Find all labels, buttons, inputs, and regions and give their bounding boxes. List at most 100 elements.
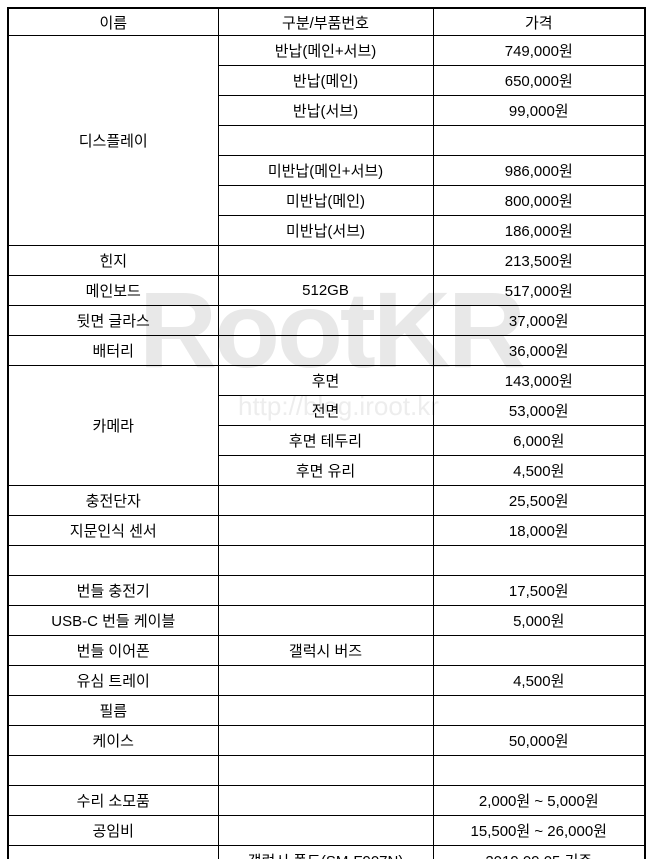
table-cell: 카메라 [7,365,219,486]
table-row: 미반납(메인+서브) 986,000원 [8,155,646,186]
table-cell [217,125,434,156]
table-cell: 2019.09.05 기준 [432,845,646,859]
table-cell: 케이스 [7,725,219,756]
table-cell: 메인보드 [7,275,219,306]
table-cell [432,635,646,666]
header-name: 이름 [7,7,219,36]
table-row: 메인보드 512GB 517,000원 [7,275,646,306]
table-row: USB-C 번들 케이블 5,000원 [7,605,646,636]
table-cell: 디스플레이 [7,35,219,246]
table-cell: 18,000원 [432,515,646,546]
table-row: 배터리 36,000원 [7,335,646,366]
table-row: 반납(메인) 650,000원 [8,65,646,96]
table-row: 미반납(서브) 186,000원 [8,215,646,246]
table-row: 디스플레이 반납(메인+서브) 749,000원 [7,35,646,246]
table-row: 필름 [7,695,646,726]
table-cell: 5,000원 [432,605,646,636]
table-row [8,125,646,156]
table-row [7,545,646,576]
table-cell: 후면 테두리 [217,425,434,456]
table-cell [432,545,646,576]
table-body: 디스플레이 반납(메인+서브) 749,000원 반납(메인) 650,000원 반납(서… [7,35,646,859]
table-cell: 공임비 [7,815,219,846]
table-row: 케이스 50,000원 [7,725,646,756]
table-cell: 미반납(메인) [217,185,434,216]
table-cell: 미반납(메인+서브) [217,155,434,186]
table-row: 공임비 15,500원 ~ 26,000원 [7,815,646,846]
table-cell: 충전단자 [7,485,219,516]
table-cell: 650,000원 [432,65,646,96]
table-cell [217,665,434,696]
table-row: 전면 53,000원 [8,395,646,426]
table-cell: 50,000원 [432,725,646,756]
table-cell: 4,500원 [432,665,646,696]
table-cell: 반납(메인+서브) [217,35,434,66]
table-row: 유심 트레이 4,500원 [7,665,646,696]
table-row: 뒷면 글라스 37,000원 [7,305,646,336]
table-cell: 반납(서브) [217,95,434,126]
table-cell [217,725,434,756]
table-row: 카메라 후면 143,000원 [7,365,646,486]
table-cell: 필름 [7,695,219,726]
table-cell: 뒷면 글라스 [7,305,219,336]
table-cell: 후면 유리 [217,455,434,486]
table-cell [7,845,219,859]
table-row: 갤럭시 폴드(SM-F907N)2019.09.05 기준 [7,845,646,859]
table-row [7,755,646,786]
table-cell: 99,000원 [432,95,646,126]
table-cell [7,545,219,576]
table-row: 수리 소모품 2,000원 ~ 5,000원 [7,785,646,816]
table-cell [217,755,434,786]
table-cell [217,695,434,726]
table-cell: 749,000원 [432,35,646,66]
table-row: 충전단자 25,500원 [7,485,646,516]
table-cell: 6,000원 [432,425,646,456]
table-cell: USB-C 번들 케이블 [7,605,219,636]
table-cell: 갤럭시 폴드(SM-F907N) [217,845,434,859]
table-cell [432,695,646,726]
table-cell: 배터리 [7,335,219,366]
table-cell: 800,000원 [432,185,646,216]
table-cell: 15,500원 ~ 26,000원 [432,815,646,846]
table-cell: 986,000원 [432,155,646,186]
header-category-part-number: 구분/부품번호 [217,7,434,36]
table-cell [217,335,434,366]
table-cell: 갤럭시 버즈 [217,635,434,666]
table-cell: 후면 [217,365,434,396]
table-cell [432,755,646,786]
table-cell [217,575,434,606]
table-cell: 미반납(서브) [217,215,434,246]
table-row: 미반납(메인) 800,000원 [8,185,646,216]
table-cell [217,545,434,576]
table-cell [217,815,434,846]
table-cell: 번들 충전기 [7,575,219,606]
table-row: 후면 유리 4,500원 [8,455,646,486]
table-row: 지문인식 센서 18,000원 [7,515,646,546]
parts-price-table: 이름 구분/부품번호 가격 디스플레이 반납(메인+서브) 749,000원 반납(메… [7,7,646,859]
table-cell: 번들 이어폰 [7,635,219,666]
table-cell: 지문인식 센서 [7,515,219,546]
table-cell [217,605,434,636]
table-cell [217,305,434,336]
table-header-row: 이름 구분/부품번호 가격 [7,7,646,36]
table-row: 번들 이어폰 갤럭시 버즈 [7,635,646,666]
table-cell: 143,000원 [432,365,646,396]
table-cell: 517,000원 [432,275,646,306]
table-cell [217,485,434,516]
table-cell: 213,500원 [432,245,646,276]
table-cell: 반납(메인) [217,65,434,96]
table-cell [432,125,646,156]
header-price: 가격 [432,7,646,36]
table-cell: 25,500원 [432,485,646,516]
table-cell [217,245,434,276]
table-cell: 수리 소모품 [7,785,219,816]
table-row: 반납(서브) 99,000원 [8,95,646,126]
table-cell [217,785,434,816]
table-cell: 힌지 [7,245,219,276]
table-cell: 36,000원 [432,335,646,366]
table-cell: 512GB [217,275,434,306]
table-cell [217,515,434,546]
table-cell: 유심 트레이 [7,665,219,696]
table-cell: 전면 [217,395,434,426]
